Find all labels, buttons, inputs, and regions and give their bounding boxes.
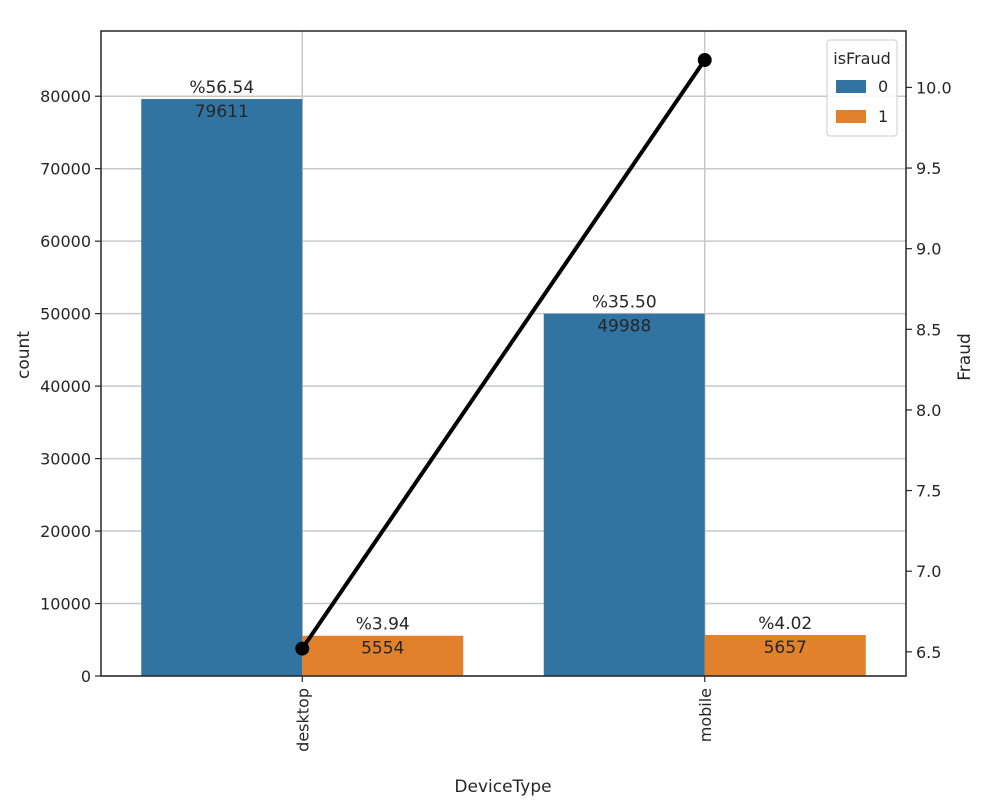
x-tick-label: mobile	[696, 688, 715, 742]
fraud-line-point	[697, 53, 712, 68]
y-axis-ticks: 0 10000 20000 30000 40000 50000 60000 70000 8000…	[40, 87, 101, 686]
y-axis-title: count	[14, 331, 34, 379]
y2-tick-label: 6.5	[916, 643, 941, 662]
fraud-line	[300, 58, 707, 650]
bar-percent-label: %56.54	[189, 78, 254, 98]
fraud-line-series	[295, 53, 712, 656]
bar-mobile-1	[704, 635, 866, 676]
y2-tick-label: 7.5	[916, 482, 941, 501]
bar-desktop-1	[302, 635, 464, 676]
fraud-line-point	[295, 641, 310, 656]
legend-swatch-1	[836, 110, 866, 123]
legend-swatch-0	[836, 80, 866, 93]
legend: isFraud 0 1	[826, 39, 898, 137]
y2-axis-ticks: 6.5 7.0 7.5 8.0 8.5 9.0 9.5 10.0	[906, 78, 952, 662]
legend-label-0: 0	[878, 77, 888, 96]
bar-count-label: 49988	[597, 317, 651, 337]
bar-count-label: 5554	[361, 639, 404, 659]
x-tick-label: desktop	[293, 688, 312, 752]
x-axis-title: DeviceType	[454, 777, 551, 797]
y-tick-label: 20000	[40, 522, 91, 541]
bar-percent-label: %4.02	[758, 614, 812, 634]
y2-tick-label: 8.5	[916, 320, 941, 339]
y-tick-label: 40000	[40, 377, 91, 396]
y2-tick-label: 9.5	[916, 159, 941, 178]
bar-desktop-0	[141, 99, 303, 676]
y-tick-label: 60000	[40, 232, 91, 251]
y-tick-label: 50000	[40, 305, 91, 324]
y-tick-label: 80000	[40, 87, 91, 106]
y-tick-label: 0	[81, 667, 91, 686]
bar-count-label: 79611	[195, 102, 249, 122]
y2-axis-title: Fraud	[955, 333, 975, 381]
y-tick-label: 30000	[40, 450, 91, 469]
legend-label-1: 1	[878, 107, 888, 126]
y2-tick-label: 8.0	[916, 401, 941, 420]
legend-title: isFraud	[833, 49, 891, 68]
y2-tick-label: 10.0	[916, 78, 952, 97]
bar-count-label: 5657	[764, 638, 807, 658]
y-tick-label: 10000	[40, 595, 91, 614]
bar-series	[141, 99, 866, 676]
bar-percent-label: %3.94	[356, 615, 410, 635]
y-tick-label: 70000	[40, 160, 91, 179]
y2-tick-label: 7.0	[916, 562, 941, 581]
y2-tick-label: 9.0	[916, 240, 941, 259]
bar-percent-label: %35.50	[592, 293, 657, 313]
bar-value-labels: %56.54 79611 %35.50 49988 %3.94 5554 %4.02 5657	[189, 78, 812, 659]
bar-mobile-0	[543, 313, 705, 676]
plot-frame	[100, 30, 907, 677]
x-axis-ticks: desktop mobile	[293, 676, 715, 752]
